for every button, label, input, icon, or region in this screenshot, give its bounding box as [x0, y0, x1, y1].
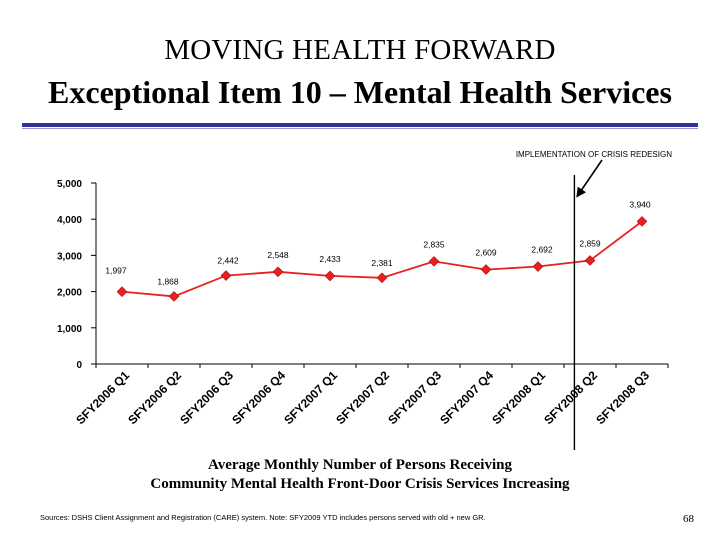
data-label: 3,940 — [629, 199, 651, 209]
data-label: 2,381 — [371, 258, 393, 268]
x-tick-label: SFY2006 Q3 — [177, 368, 236, 427]
data-point — [168, 291, 180, 302]
data-point — [584, 255, 596, 266]
data-point — [116, 286, 128, 298]
caption-line2: Community Mental Health Front-Door Crisi… — [150, 476, 570, 492]
data-point — [480, 264, 492, 275]
data-point — [272, 266, 284, 278]
data-point — [376, 272, 388, 284]
title-divider — [22, 123, 698, 127]
x-tick-label: SFY2008 Q2 — [541, 368, 600, 427]
y-tick-label: 3,000 — [57, 251, 82, 262]
y-tick-label: 2,000 — [57, 288, 82, 299]
x-tick-label: SFY2007 Q3 — [385, 368, 444, 427]
data-point — [428, 256, 440, 267]
data-label: 2,433 — [319, 254, 341, 264]
slide-title-line1: MOVING HEALTH FORWARD — [164, 34, 556, 66]
y-tick-label: 0 — [76, 360, 82, 371]
annotation-arrow — [576, 159, 603, 198]
annotation-text: IMPLEMENTATION OF CRISIS REDESIGN — [516, 150, 672, 159]
data-label: 2,548 — [267, 250, 289, 260]
x-tick-label: SFY2008 Q1 — [489, 368, 548, 427]
data-label: 2,835 — [423, 239, 445, 249]
y-tick-label: 1,000 — [57, 324, 82, 335]
x-tick-label: SFY2006 Q4 — [229, 368, 288, 427]
data-label: 2,609 — [475, 248, 497, 258]
x-tick-label: SFY2008 Q3 — [593, 368, 652, 427]
page-number: 68 — [683, 513, 694, 525]
data-point — [220, 270, 232, 281]
x-tick-label: SFY2007 Q4 — [437, 368, 496, 427]
slide-title-line2: Exceptional Item 10 – Mental Health Serv… — [48, 74, 672, 110]
x-tick-label: SFY2007 Q2 — [333, 368, 392, 427]
data-label: 2,859 — [579, 239, 601, 249]
data-point — [532, 261, 544, 272]
data-point — [636, 216, 648, 227]
data-label: 2,692 — [531, 245, 553, 255]
data-label: 1,997 — [105, 266, 127, 276]
source-note: Sources: DSHS Client Assignment and Regi… — [40, 513, 486, 522]
x-tick-label: SFY2006 Q1 — [73, 368, 132, 427]
y-tick-label: 4,000 — [57, 215, 82, 226]
x-tick-label: SFY2007 Q1 — [281, 368, 340, 427]
x-tick-label: SFY2006 Q2 — [125, 368, 184, 427]
caption-line1: Average Monthly Number of Persons Receiv… — [208, 457, 512, 473]
title-divider-thin — [22, 128, 698, 129]
data-point — [324, 270, 336, 282]
data-label: 1,868 — [157, 276, 179, 286]
data-label: 2,442 — [217, 256, 239, 266]
y-tick-label: 5,000 — [57, 179, 82, 190]
chart-caption: Average Monthly Number of Persons Receiv… — [0, 456, 720, 494]
